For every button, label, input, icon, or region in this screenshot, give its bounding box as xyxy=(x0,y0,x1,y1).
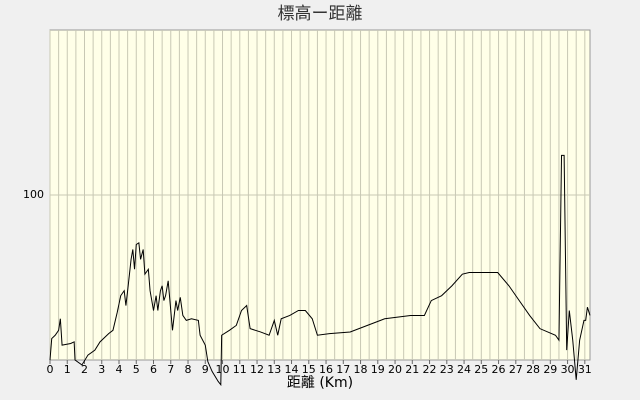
x-tick-label: 6 xyxy=(150,363,157,376)
x-tick-label: 3 xyxy=(98,363,105,376)
x-tick-label: 24 xyxy=(457,363,471,376)
x-tick-label: 30 xyxy=(561,363,575,376)
chart-title: 標高ー距離 xyxy=(278,4,363,24)
x-tick-label: 22 xyxy=(423,363,437,376)
x-tick-label: 23 xyxy=(440,363,454,376)
x-tick-label: 26 xyxy=(492,363,506,376)
x-tick-label: 7 xyxy=(167,363,174,376)
x-tick-label: 17 xyxy=(336,363,350,376)
x-tick-label: 10 xyxy=(216,363,230,376)
x-tick-label: 8 xyxy=(185,363,192,376)
x-tick-label: 21 xyxy=(405,363,419,376)
elevation-line xyxy=(49,154,591,387)
x-tick-label: 11 xyxy=(233,363,247,376)
x-tick-label: 19 xyxy=(371,363,385,376)
x-tick-label: 18 xyxy=(354,363,368,376)
x-tick-label: 4 xyxy=(116,363,123,376)
x-tick-label: 1 xyxy=(64,363,71,376)
y-tick-label: 100 xyxy=(23,188,44,201)
x-tick-label: 15 xyxy=(302,363,316,376)
x-tick-label: 0 xyxy=(47,363,54,376)
x-axis-label: 距離 (Km) xyxy=(287,374,353,391)
x-tick-label: 2 xyxy=(81,363,88,376)
x-tick-label: 14 xyxy=(285,363,299,376)
x-tick-label: 20 xyxy=(388,363,402,376)
x-tick-label: 16 xyxy=(319,363,333,376)
x-tick-label: 31 xyxy=(578,363,592,376)
x-tick-label: 28 xyxy=(526,363,540,376)
x-tick-label: 29 xyxy=(543,363,557,376)
x-tick-label: 13 xyxy=(267,363,281,376)
x-tick-label: 9 xyxy=(202,363,209,376)
x-tick-label: 25 xyxy=(474,363,488,376)
x-tick-label: 5 xyxy=(133,363,140,376)
x-tick-label: 12 xyxy=(250,363,264,376)
x-tick-label: 27 xyxy=(509,363,523,376)
